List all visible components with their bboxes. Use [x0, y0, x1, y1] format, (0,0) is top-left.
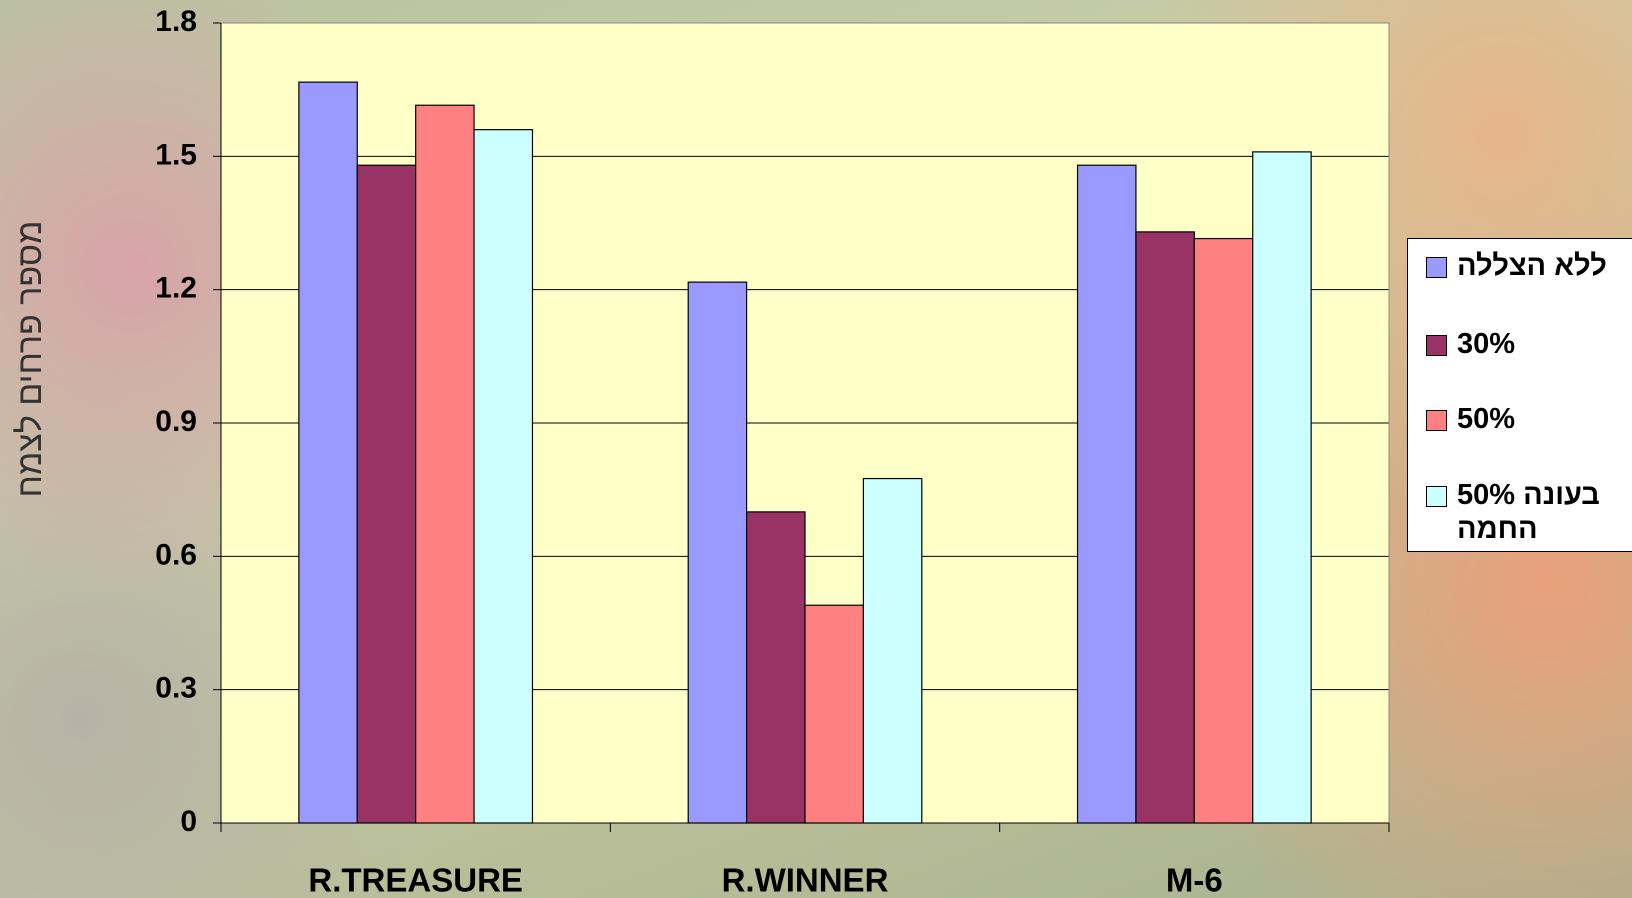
legend: ללא הצללה 30% 50% 50% בעונה החמה — [1407, 238, 1632, 552]
bar — [805, 605, 863, 823]
bar — [863, 479, 921, 823]
legend-swatch — [1426, 486, 1447, 507]
y-axis-title: מספר פרחים לצמח — [11, 221, 49, 498]
bar — [747, 512, 805, 823]
bar — [416, 105, 474, 823]
legend-item: 50% — [1426, 402, 1632, 436]
y-tick-label: 0.6 — [155, 538, 197, 571]
legend-item: 30% — [1426, 327, 1632, 361]
bar — [299, 82, 357, 823]
legend-item: ללא הצללה — [1426, 249, 1632, 283]
legend-label: 30% — [1457, 327, 1632, 361]
legend-item: 50% בעונה החמה — [1426, 478, 1632, 546]
y-tick-label: 1.8 — [155, 5, 197, 38]
bar — [1078, 165, 1136, 823]
legend-label: 50% בעונה החמה — [1457, 478, 1632, 546]
legend-label: ללא הצללה — [1457, 249, 1632, 283]
x-tick-label: R.TREASURE — [308, 862, 523, 898]
legend-swatch — [1426, 410, 1447, 431]
legend-label: 50% — [1457, 402, 1632, 436]
y-tick-label: 0 — [180, 805, 197, 838]
bar — [357, 165, 415, 823]
y-tick-label: 0.9 — [155, 405, 197, 438]
bar — [1136, 232, 1194, 823]
bar — [474, 130, 532, 823]
chart: מספר פרחים לצמח 0 0.3 0.6 0.9 1.2 1.5 1.8 R.TRE… — [0, 0, 1632, 898]
x-tick-label: R.WINNER — [722, 862, 889, 898]
bar — [1194, 239, 1252, 823]
bar — [688, 282, 746, 823]
y-tick-label: 1.5 — [155, 138, 197, 171]
y-tick-label: 0.3 — [155, 672, 197, 705]
bar — [1253, 152, 1311, 823]
x-tick-label: M-6 — [1166, 862, 1223, 898]
slide: מספר פרחים לצמח 0 0.3 0.6 0.9 1.2 1.5 1.8 R.TRE… — [0, 0, 1632, 898]
legend-swatch — [1426, 257, 1447, 278]
legend-swatch — [1426, 335, 1447, 356]
y-tick-label: 1.2 — [155, 272, 197, 305]
